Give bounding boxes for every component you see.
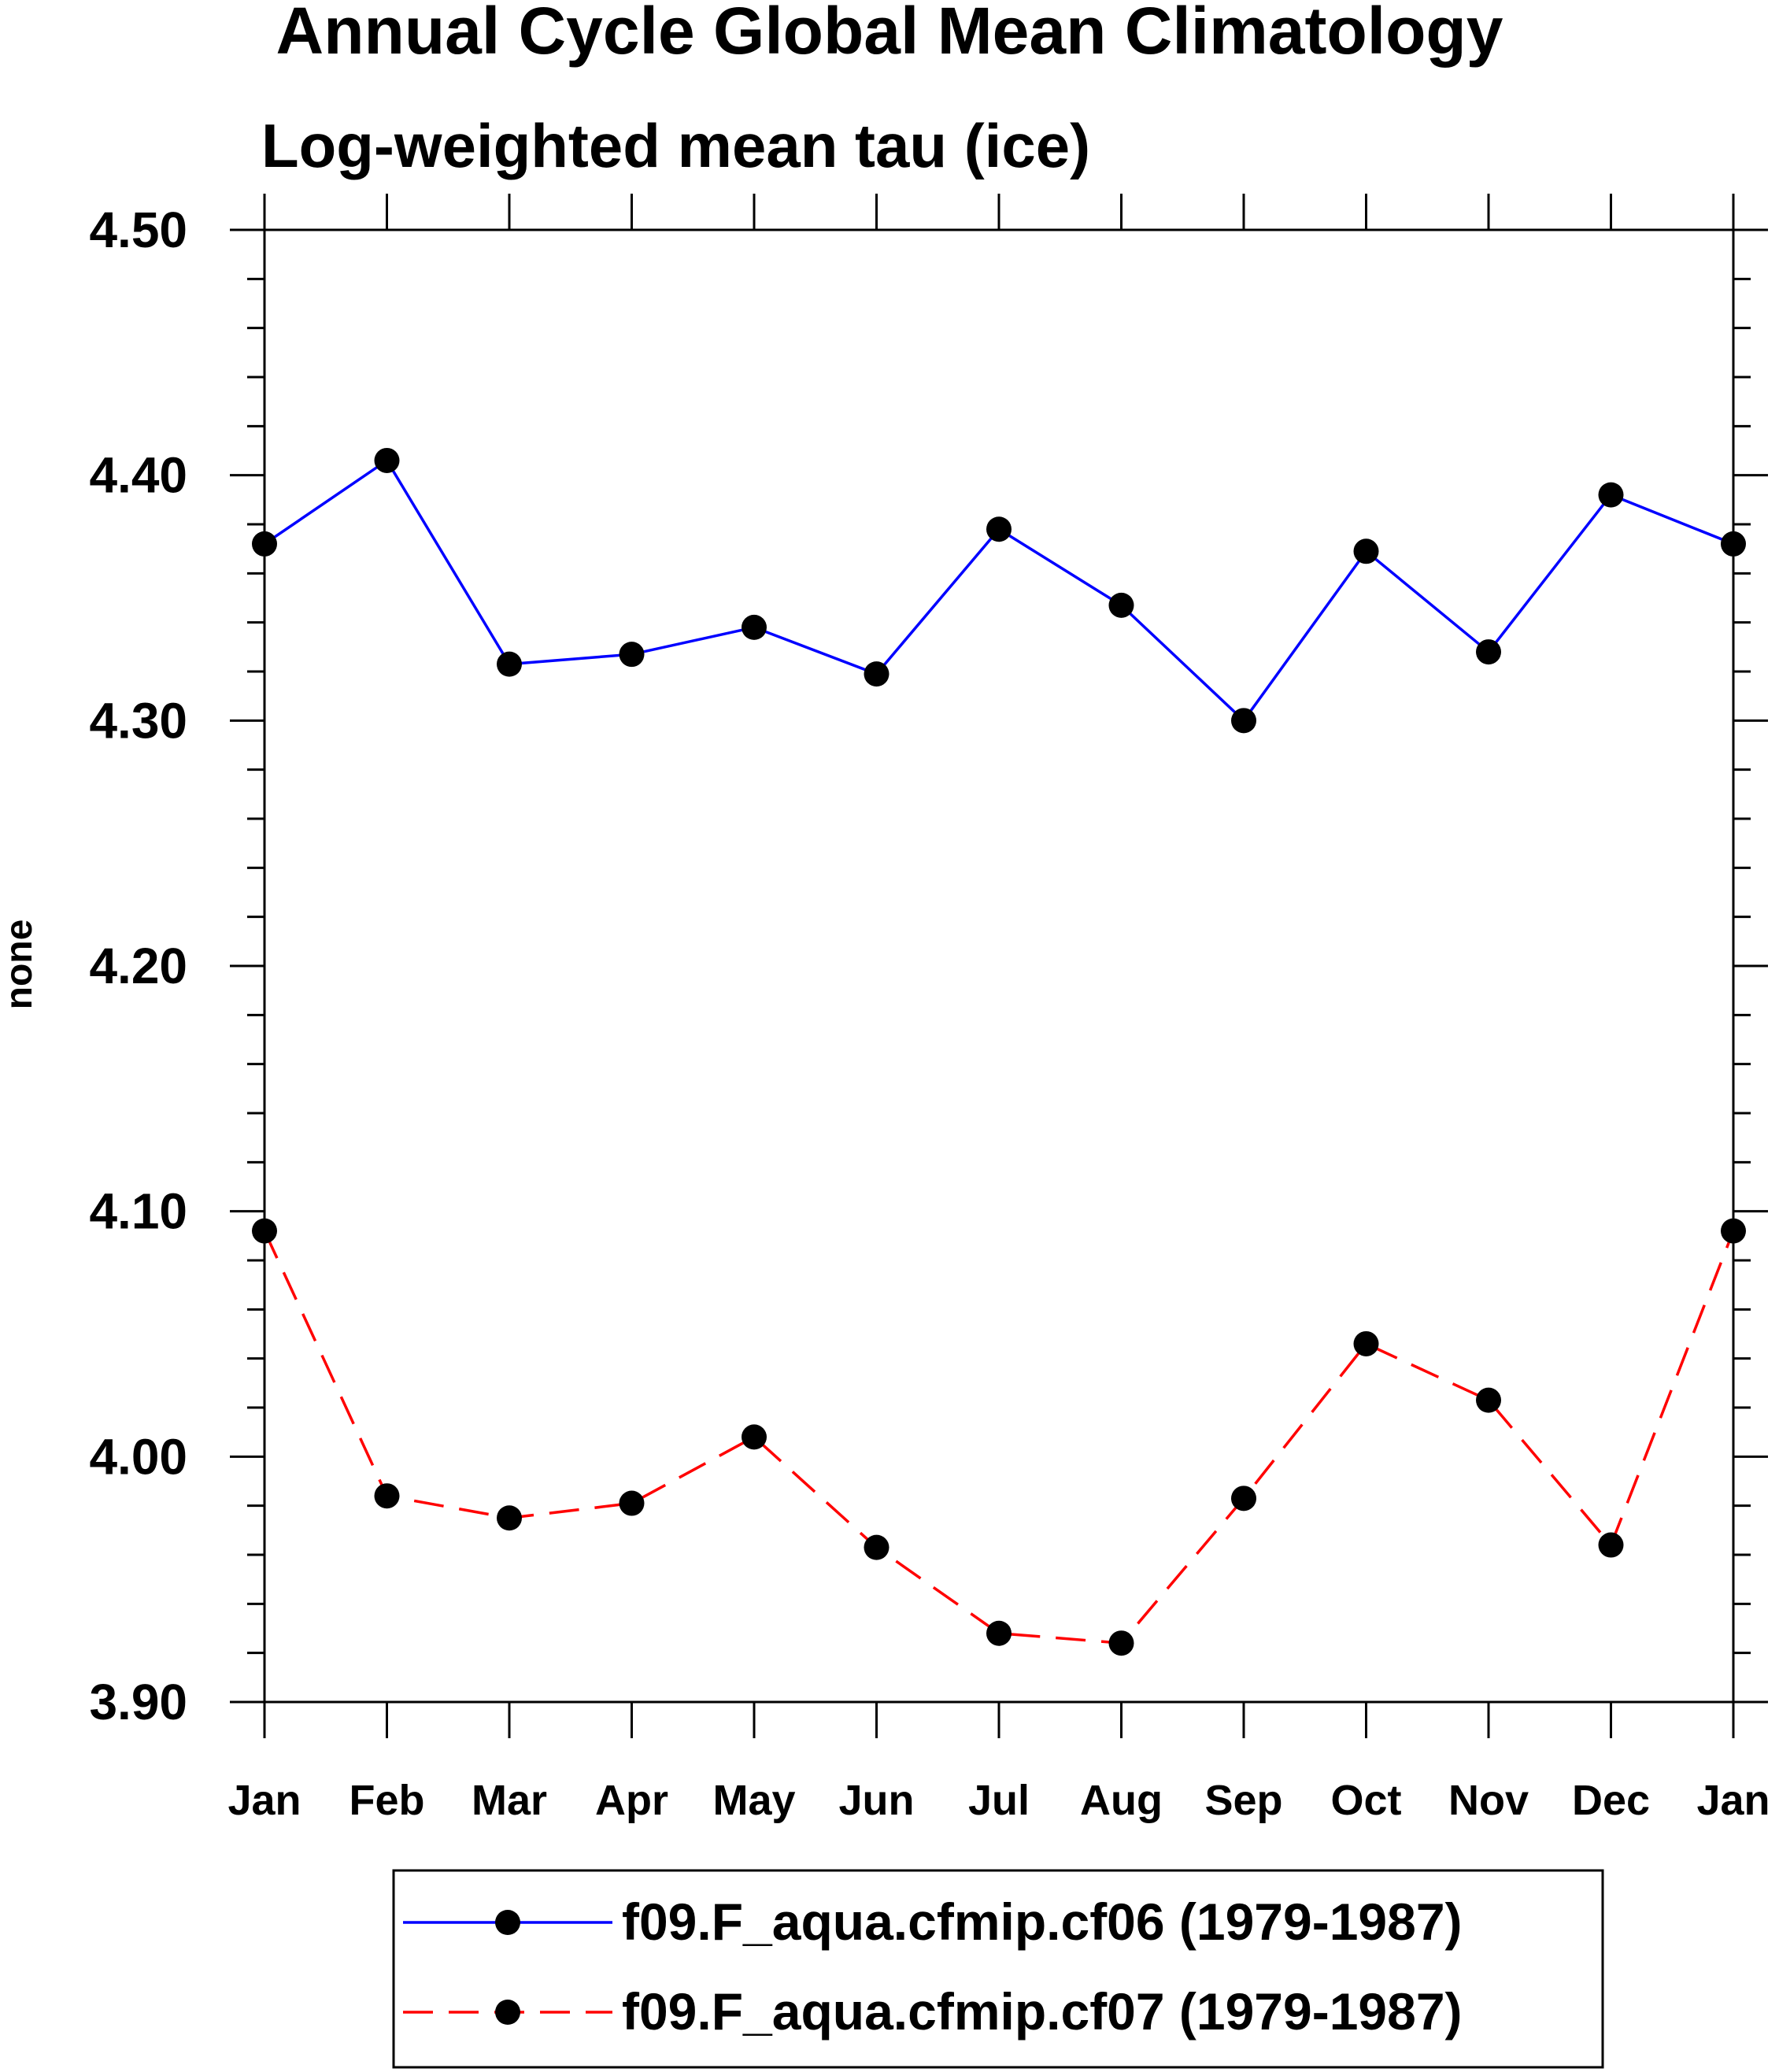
x-tick-label: Mar: [472, 1777, 547, 1824]
series-1-point: [1108, 592, 1134, 618]
y-tick-label: 4.40: [89, 447, 187, 504]
x-tick-label: May: [712, 1777, 795, 1824]
plot-frame: [263, 228, 1735, 1704]
series-1-point: [619, 642, 645, 668]
series-2-point: [1476, 1387, 1501, 1413]
legend-label-2: f09.F_aqua.cfmip.cf07 (1979-1987): [622, 1982, 1463, 2041]
series-line-1: [264, 458, 1734, 723]
x-tick-label: Jan: [1696, 1777, 1770, 1824]
x-tick-label: Feb: [349, 1777, 424, 1824]
series-layer: [252, 447, 1746, 1656]
y-tick-label: 4.30: [89, 692, 187, 749]
x-tick-label: Sep: [1204, 1777, 1282, 1824]
series-1-point: [497, 651, 522, 677]
legend: f09.F_aqua.cfmip.cf06 (1979-1987) f09.F_a…: [392, 1869, 1604, 2069]
series-2-point: [1231, 1486, 1256, 1511]
series-2-point: [1353, 1330, 1379, 1356]
series-1-point: [742, 614, 767, 640]
x-tick-label: Jul: [968, 1777, 1030, 1824]
series-2-point: [986, 1620, 1012, 1646]
legend-box: [392, 1869, 1604, 2069]
legend-marker-2: [495, 2000, 520, 2025]
series-2-point: [742, 1424, 767, 1450]
x-tick-label: Oct: [1330, 1777, 1401, 1824]
series-2-point: [1108, 1630, 1134, 1656]
series-2-point: [1598, 1532, 1624, 1558]
x-tick-label: Jan: [227, 1777, 301, 1824]
series-1-point: [1598, 482, 1624, 508]
series-2-point: [374, 1483, 400, 1509]
series-1-point: [1476, 639, 1501, 665]
series-1-point: [252, 531, 277, 557]
x-tick-label: Nov: [1448, 1777, 1529, 1824]
x-tick-label: Jun: [838, 1777, 914, 1824]
y-tick-label: 4.20: [89, 938, 187, 994]
x-tick-label: Apr: [595, 1777, 668, 1824]
y-tick-label: 4.10: [89, 1183, 187, 1240]
series-1-point: [1721, 531, 1746, 557]
x-tick-label: Aug: [1080, 1777, 1163, 1824]
axis-ticks: Jan Feb Mar Apr May Jun Jul Aug Sep Oct Nov Dec Jan 4…: [89, 194, 1770, 1824]
series-2-point: [497, 1505, 522, 1531]
y-axis-label: none: [0, 919, 40, 1010]
series-1-point: [1353, 538, 1379, 564]
series-1-point: [864, 661, 890, 687]
series-line-2: [263, 1230, 1735, 1645]
legend-marker-1: [495, 1910, 520, 1935]
x-tick-label: Dec: [1572, 1777, 1650, 1824]
series-1-point: [374, 447, 400, 473]
series-2-point: [1721, 1218, 1746, 1244]
y-tick-label: 4.00: [89, 1428, 187, 1485]
chart-title: Annual Cycle Global Mean Climatology: [276, 0, 1503, 68]
series-2-point: [619, 1490, 645, 1516]
series-2-point: [864, 1534, 890, 1560]
y-tick-label: 4.50: [89, 202, 187, 258]
series-1-point: [1231, 708, 1256, 734]
legend-label-1: f09.F_aqua.cfmip.cf06 (1979-1987): [622, 1893, 1463, 1951]
y-tick-label: 3.90: [89, 1674, 187, 1730]
series-1-point: [986, 516, 1012, 542]
series-2-point: [252, 1218, 277, 1244]
chart-subtitle: Log-weighted mean tau (ice): [261, 111, 1090, 180]
